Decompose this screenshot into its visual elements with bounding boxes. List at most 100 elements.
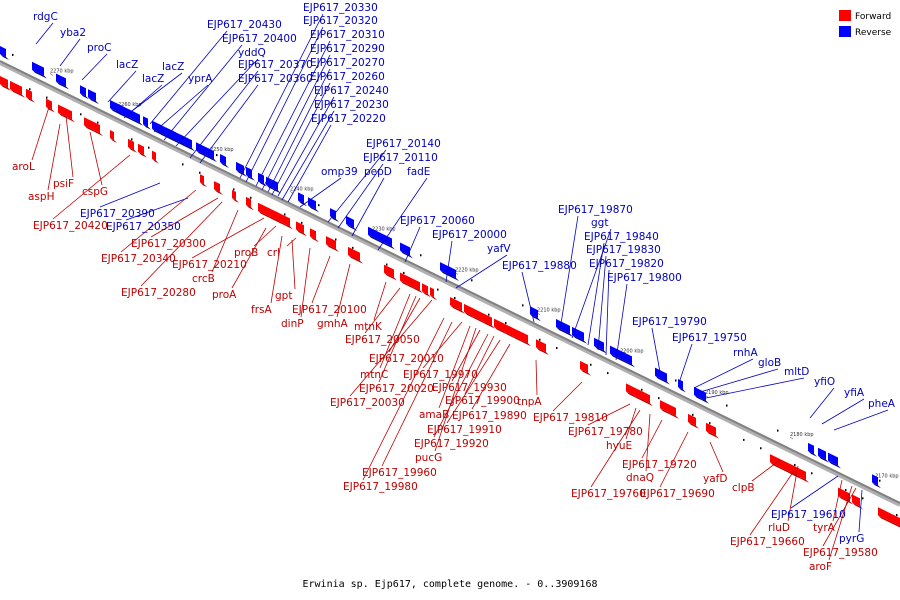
- reverse-gene-leader: [239, 13, 324, 179]
- reverse-gene: [368, 226, 395, 250]
- forward-gene-label: aroL: [12, 161, 35, 173]
- reverse-gene-label: EJP617_20400: [222, 33, 297, 45]
- genome-axis-shadow: [0, 61, 900, 507]
- forward-gene: [200, 174, 207, 188]
- forward-gene-leader: [828, 485, 853, 561]
- gene-depth: [232, 197, 239, 203]
- reverse-gene-leader: [833, 409, 889, 431]
- tick-mark: [789, 436, 794, 440]
- gene-depth: [642, 399, 653, 407]
- forward-gene-label: cspG: [82, 186, 108, 198]
- reverse-gene-label: yprA: [188, 73, 213, 85]
- reverse-gene-leader: [809, 387, 835, 419]
- tick-label: 2240 kbp: [290, 186, 314, 192]
- forward-gene-label: gmhA: [317, 318, 349, 330]
- minor-marker: [692, 413, 694, 416]
- gene-face: [0, 46, 6, 57]
- legend-reverse-swatch: [839, 26, 851, 37]
- reverse-gene-label: gloB: [758, 357, 781, 369]
- reverse-gene-leader: [271, 82, 331, 196]
- minor-marker: [284, 213, 286, 216]
- reverse-gene: [116, 102, 143, 126]
- reverse-gene: [694, 386, 703, 401]
- gene-face: [186, 137, 192, 149]
- gene-depth: [482, 320, 495, 329]
- reverse-gene: [872, 474, 881, 489]
- forward-gene-label: EJP617_19980: [343, 481, 418, 493]
- gene-depth: [308, 205, 319, 213]
- reverse-gene-label: EJP617_20270: [310, 57, 385, 69]
- forward-gene: [536, 339, 549, 356]
- forward-gene-label: EJP617_20340: [101, 253, 176, 265]
- forward-gene: [580, 360, 591, 376]
- reverse-gene-label: EJP617_20060: [400, 215, 475, 227]
- reverse-gene-leader: [615, 283, 628, 361]
- gene-face: [655, 367, 667, 382]
- reverse-gene-label: pyrG: [839, 533, 864, 545]
- forward-gene-label: mtnC: [360, 369, 388, 381]
- forward-gene-leader: [422, 321, 463, 369]
- forward-gene-label: hyuE: [606, 440, 632, 452]
- forward-gene-leader: [336, 263, 351, 318]
- forward-gene: [520, 331, 531, 347]
- forward-gene: [232, 189, 239, 203]
- gene-face: [232, 189, 236, 200]
- minor-marker: [590, 363, 592, 366]
- tick-label: 2200 kbp: [620, 348, 644, 354]
- reverse-gene-label: proC: [87, 42, 112, 54]
- reverse-gene-leader: [790, 475, 839, 509]
- reverse-gene-leader: [245, 26, 324, 183]
- gene-face: [26, 88, 32, 100]
- forward-gene: [276, 211, 287, 227]
- gene-face: [464, 303, 472, 316]
- forward-gene-label: EJP617_20030: [330, 397, 405, 409]
- tick-mark: [49, 73, 54, 76]
- gene-face: [878, 507, 900, 526]
- gene-face: [412, 278, 420, 291]
- gene-face: [472, 307, 482, 321]
- reverse-gene-leader: [693, 358, 754, 389]
- minor-marker: [29, 88, 31, 91]
- gene-depth: [186, 145, 195, 152]
- gene-depth: [268, 215, 281, 224]
- legend-forward-swatch: [839, 10, 851, 21]
- gene-depth: [800, 476, 809, 483]
- tick-label: 2250 kbp: [210, 147, 234, 153]
- gene-face: [626, 383, 634, 396]
- reverse-gene-leader: [153, 84, 209, 133]
- forward-gene-label: EJP617_19760: [571, 488, 646, 500]
- reverse-gene-leader: [287, 124, 332, 203]
- gene-depth: [494, 326, 507, 335]
- reverse-gene: [246, 166, 255, 181]
- reverse-gene-leader: [149, 30, 228, 125]
- gene-face: [0, 76, 8, 88]
- minor-marker: [97, 121, 99, 124]
- leader-layer: [31, 13, 889, 561]
- minor-marker: [80, 113, 82, 116]
- gene-depth: [236, 169, 247, 177]
- forward-gene-label: tnpA: [517, 396, 542, 408]
- gene-face: [400, 242, 410, 256]
- reverse-gene-leader: [699, 368, 779, 393]
- gene-face: [88, 89, 96, 102]
- gene-depth: [84, 125, 95, 133]
- gene-depth: [572, 334, 587, 344]
- forward-gene: [326, 236, 339, 253]
- reverse-gene-leader: [255, 40, 331, 187]
- gene-depth: [272, 187, 281, 194]
- forward-gene-label: EJP617_20280: [121, 287, 196, 299]
- forward-gene-leader: [590, 409, 641, 488]
- reverse-gene-label: EJP617_19870: [558, 204, 633, 216]
- tick-label: 2270 kbp: [50, 69, 74, 75]
- gene-depth: [310, 236, 319, 243]
- reverse-gene-leader: [127, 72, 183, 115]
- gene-depth: [346, 223, 357, 231]
- reverse-gene-leader: [267, 68, 331, 193]
- forward-gene-label: rluD: [768, 522, 790, 534]
- forward-gene-leader: [434, 327, 477, 452]
- forward-gene-leader: [381, 321, 453, 467]
- forward-gene-label: amaB: [419, 409, 449, 421]
- forward-gene-label: psiF: [53, 178, 74, 190]
- minor-marker: [658, 397, 660, 400]
